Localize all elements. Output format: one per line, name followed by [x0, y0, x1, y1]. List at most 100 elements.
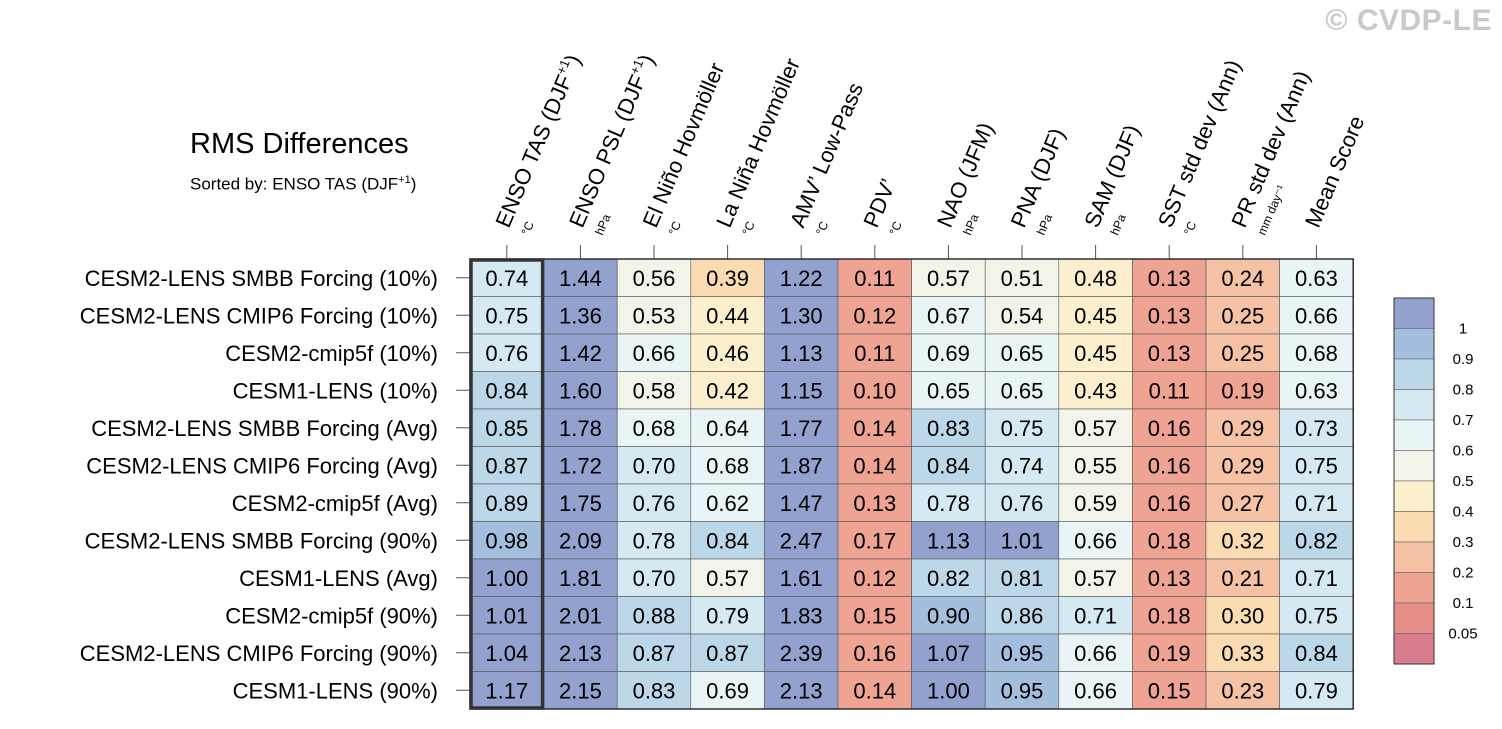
- cell-value: 0.45: [1074, 303, 1117, 328]
- cell-value: 0.18: [1148, 603, 1191, 628]
- heatmap-cell: [1132, 296, 1207, 335]
- heatmap-cell: [543, 483, 618, 522]
- cell-value: 1.01: [1001, 528, 1044, 553]
- cell-value: 0.66: [633, 341, 676, 366]
- heatmap-cell: [616, 671, 692, 710]
- cell-value: 0.29: [1221, 416, 1264, 441]
- heatmap-cell: [1132, 558, 1207, 597]
- cell-value: 0.14: [853, 678, 896, 703]
- cell-value: 0.66: [1074, 678, 1117, 703]
- column-label-text: ENSO TAS (DJF: [490, 71, 577, 231]
- cell-value: 0.87: [633, 641, 676, 666]
- cell-value: 0.48: [1074, 266, 1117, 291]
- cell-value: 0.13: [1148, 341, 1191, 366]
- column-unit: hPa: [960, 212, 981, 237]
- cell-value: 2.09: [559, 528, 602, 553]
- cell-value: 0.16: [1148, 491, 1191, 516]
- cell-value: 0.86: [1001, 603, 1044, 628]
- row-label: CESM2-LENS SMBB Forcing (Avg): [91, 416, 438, 441]
- cell-value: 0.30: [1221, 603, 1264, 628]
- colorbar-label: 1: [1459, 321, 1467, 338]
- cell-value: 1.81: [559, 566, 602, 591]
- heatmap-cell: [616, 258, 692, 297]
- heatmap-cell: [764, 446, 839, 485]
- heatmap-cell: [616, 633, 692, 672]
- cell-value: 0.81: [1001, 566, 1044, 591]
- heatmap-cell: [469, 258, 544, 297]
- heatmap-cell: [1132, 408, 1207, 447]
- heatmap-cell: [690, 633, 765, 672]
- cell-value: 0.82: [1295, 528, 1338, 553]
- column-label-text: ENSO PSL (DJF: [564, 71, 651, 231]
- heatmap-cell: [764, 333, 839, 372]
- heatmap-cell: [984, 596, 1060, 635]
- cell-value: 1.72: [559, 453, 602, 478]
- cell-value: 0.89: [485, 491, 528, 516]
- cell-value: 2.13: [780, 678, 823, 703]
- cell-value: 0.78: [633, 528, 676, 553]
- cell-value: 0.83: [927, 416, 970, 441]
- cell-value: 0.75: [1295, 603, 1338, 628]
- colorbar-segment: [1393, 450, 1435, 482]
- heatmap-cell: [1205, 483, 1280, 522]
- colorbar-segment: [1393, 389, 1435, 421]
- cell-value: 1.13: [927, 528, 970, 553]
- heatmap-cell: [690, 408, 765, 447]
- heatmap-cell: [1132, 446, 1207, 485]
- cell-value: 0.16: [1148, 416, 1191, 441]
- cell-value: 0.75: [1295, 453, 1338, 478]
- heatmap-cell: [837, 671, 912, 710]
- colorbar-segment: [1393, 602, 1435, 634]
- subtitle-end: ): [410, 174, 417, 194]
- column-unit: hPa: [592, 212, 613, 237]
- heatmap-cell: [1058, 633, 1133, 672]
- cell-value: 0.11: [854, 341, 895, 366]
- cell-value: 0.98: [485, 528, 528, 553]
- cell-value: 1.17: [485, 678, 528, 703]
- cell-value: 1.36: [559, 303, 602, 328]
- heatmap-cell: [1205, 333, 1280, 372]
- cell-value: 0.75: [485, 303, 528, 328]
- cell-value: 0.54: [1001, 303, 1044, 328]
- heatmap-cell: [616, 521, 692, 560]
- column-unit: °C: [1181, 219, 1199, 237]
- cell-value: 0.46: [706, 341, 749, 366]
- row-label: CESM2-LENS SMBB Forcing (10%): [85, 266, 438, 291]
- cell-value: 0.76: [485, 341, 528, 366]
- cell-value: 0.56: [633, 266, 676, 291]
- heatmap-cell: [690, 671, 765, 710]
- cell-value: 0.13: [1148, 266, 1191, 291]
- heatmap-cell: [911, 446, 986, 485]
- cell-value: 0.84: [485, 378, 528, 403]
- heatmap-cell: [764, 371, 839, 410]
- cell-value: 2.13: [559, 641, 602, 666]
- cell-value: 0.57: [1074, 566, 1117, 591]
- heatmap-cell: [690, 333, 765, 372]
- cell-value: 0.95: [1001, 678, 1044, 703]
- cell-value: 0.83: [633, 678, 676, 703]
- heatmap-cell: [764, 633, 839, 672]
- heatmap-cell: [837, 483, 912, 522]
- heatmap-cell: [543, 258, 618, 297]
- heatmap-cell: [984, 558, 1060, 597]
- cell-value: 0.66: [1074, 641, 1117, 666]
- heatmap-cell: [1205, 258, 1280, 297]
- cell-value: 0.65: [927, 378, 970, 403]
- heatmap-cell: [1205, 633, 1280, 672]
- row-label: CESM2-LENS CMIP6 Forcing (90%): [80, 641, 438, 666]
- cell-value: 1.47: [780, 491, 823, 516]
- heatmap-cell: [1058, 596, 1133, 635]
- cell-value: 0.55: [1074, 453, 1117, 478]
- heatmap-cell: [837, 596, 912, 635]
- cell-value: 0.13: [1148, 566, 1191, 591]
- heatmap-cell: [764, 671, 839, 710]
- cell-value: 0.84: [1295, 641, 1338, 666]
- row-label: CESM1-LENS (90%): [233, 678, 438, 703]
- cell-value: 0.71: [1074, 603, 1117, 628]
- column-label: NAO (JFM): [932, 119, 998, 231]
- cell-value: 0.74: [1001, 453, 1044, 478]
- cell-value: 0.19: [1221, 378, 1264, 403]
- cell-value: 2.47: [780, 528, 823, 553]
- row-labels: CESM2-LENS SMBB Forcing (10%) CESM2-LENS …: [80, 266, 470, 703]
- subtitle-superscript: +1: [398, 174, 411, 186]
